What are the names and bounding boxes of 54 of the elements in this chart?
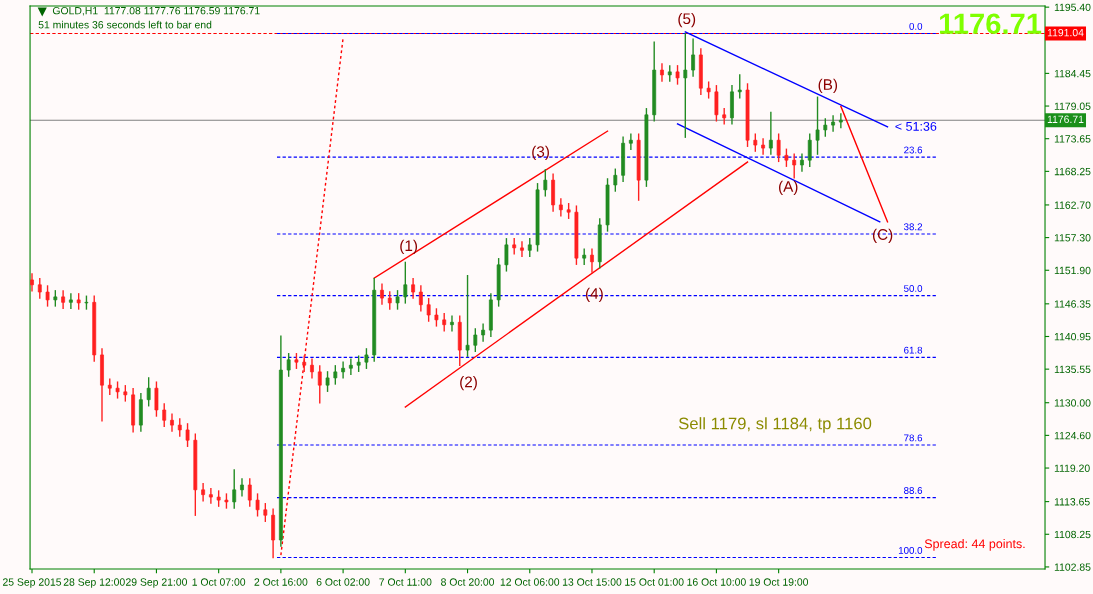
y-tick-label: 1168.25 [1054, 167, 1091, 176]
y-tick-label: 1119.20 [1054, 464, 1090, 472]
y-tick-label: 1162.70 [1054, 201, 1091, 209]
x-tick-label: 28 Sep 12:00 [63, 578, 125, 588]
annotation: 0.0 [909, 22, 923, 30]
annotation: 38.2 [903, 223, 923, 231]
annotation: (4) [585, 287, 603, 302]
y-tick-label: 1157.30 [1054, 234, 1091, 242]
y-tick-label: 1173.65 [1054, 135, 1091, 143]
x-tick-label: 12 Oct 06:00 [500, 578, 560, 586]
annotation: (5) [678, 12, 696, 28]
ref-line-label: 1176.71 [1047, 115, 1084, 123]
y-tick-label: 1151.90 [1054, 266, 1091, 275]
annotation: (2) [460, 376, 477, 391]
annotation: (B) [818, 78, 838, 94]
annotation: (3) [532, 145, 549, 161]
text: 51 minutes 36 seconds left to bar end [38, 20, 212, 29]
y-tick-label: 1195.40 [1054, 3, 1091, 12]
annotation: 61.8 [904, 346, 923, 354]
x-tick-label: 2 Oct 16:00 [254, 578, 308, 586]
x-tick-label: 7 Oct 11:00 [379, 578, 432, 586]
annotation: 88.6 [904, 487, 923, 494]
y-tick-label: 1146.35 [1054, 300, 1091, 308]
annotation: < 51:36 [895, 121, 937, 131]
y-tick-label: 1184.45 [1054, 69, 1091, 78]
x-tick-label: 25 Sep 2015 [2, 578, 62, 588]
x-tick-label: 15 Oct 01:00 [625, 578, 684, 586]
x-tick-label: 16 Oct 10:00 [687, 578, 746, 586]
x-tick-label: 6 Oct 02:00 [316, 578, 370, 586]
x-tick-label: 8 Oct 20:00 [441, 578, 495, 586]
x-tick-label: 29 Sep 21:00 [125, 578, 188, 588]
y-tick-label: 1108.25 [1054, 530, 1091, 539]
annotation: 1176.71 [939, 13, 1042, 35]
annotation: 78.6 [904, 434, 923, 442]
annotation: Spread: 44 points. [924, 539, 1025, 551]
annotation: 23.6 [904, 146, 923, 154]
annotation: (1) [400, 239, 418, 255]
y-tick-label: 1113.65 [1054, 498, 1090, 506]
x-tick-label: 1 Oct 07:00 [192, 578, 246, 586]
chart-title: GOLD,H1 1177.08 1177.76 1176.59 1176.71 [52, 6, 260, 16]
annotation: 100.0 [898, 546, 923, 554]
y-tick-label: 1135.55 [1054, 365, 1091, 374]
annotation: Sell 1179, sl 1184, tp 1160 [678, 417, 872, 433]
y-tick-label: 1124.60 [1054, 431, 1091, 440]
annotation: (C) [872, 228, 893, 243]
annotation: 50.0 [903, 285, 923, 292]
y-tick-label: 1102.85 [1054, 563, 1091, 571]
y-tick-label: 1130.00 [1054, 399, 1091, 407]
y-tick-label: 1179.05 [1054, 102, 1091, 110]
ref-line-label: 1191.04 [1047, 28, 1084, 37]
x-tick-label: 19 Oct 19:00 [749, 578, 809, 586]
x-tick-label: 13 Oct 15:00 [562, 578, 622, 586]
y-tick-label: 1140.95 [1054, 332, 1091, 341]
annotation: (A) [779, 180, 798, 195]
